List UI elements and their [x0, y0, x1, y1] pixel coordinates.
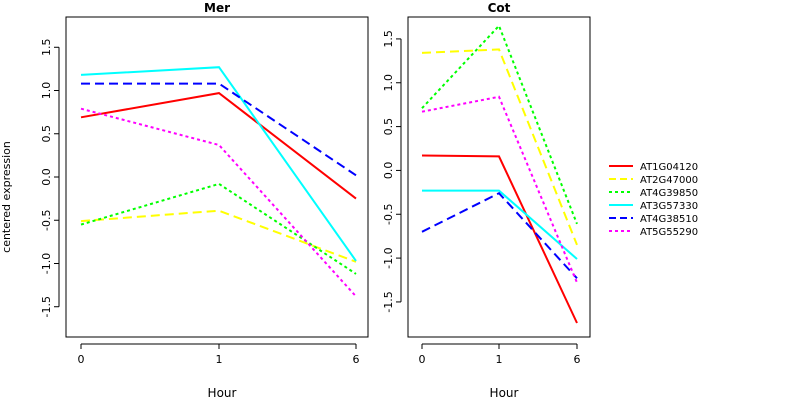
series-line-at5g55290: [421, 95, 578, 283]
x-tick-label: 0: [78, 353, 85, 366]
y-tick-label: -1.5: [382, 291, 395, 312]
y-tick-label: 0.5: [40, 125, 53, 143]
x-tick-label: 6: [353, 353, 360, 366]
y-tick-label: -0.5: [40, 210, 53, 231]
y-tick-label: 0.5: [382, 118, 395, 136]
legend-label: AT4G38510: [640, 214, 698, 225]
plot-frame: [65, 16, 369, 338]
series-line-at3g57330: [422, 189, 578, 260]
panel-title: Cot: [488, 1, 511, 15]
legend-label: AT5G55290: [640, 227, 698, 238]
legend: AT1G04120 AT2G47000 AT4G39850 AT3G57330 AT4G…: [609, 162, 698, 238]
x-axis-label: Hour: [208, 386, 237, 400]
y-tick-label: -1.0: [382, 247, 395, 268]
x-tick-label: 1: [216, 353, 223, 366]
series-line-at4g38510: [421, 191, 578, 279]
series-line-at2g47000: [421, 48, 578, 246]
y-tick-label: 1.5: [40, 39, 53, 57]
series-line-at4g39850: [421, 23, 578, 225]
y-tick-label: 0.0: [382, 162, 395, 180]
y-tick-label: 0.0: [40, 168, 53, 186]
y-tick-label: 1.0: [382, 74, 395, 92]
x-tick-label: 1: [496, 353, 503, 366]
y-tick-label: -1.0: [40, 253, 53, 274]
series-line-at1g04120: [421, 154, 578, 324]
panel-title: Mer: [204, 1, 230, 15]
panel-mer: Mer -1.5 -1.0 -0.5 0.0 0.5 1.0 1.5 0 1 6 Hour: [40, 1, 369, 400]
x-tick-label: 0: [419, 353, 426, 366]
legend-label: AT3G57330: [640, 201, 698, 212]
series-line-at4g39850: [80, 182, 357, 275]
y-axis-label: centered expression: [0, 141, 13, 253]
plot-frame: [407, 16, 591, 338]
panel-cot: Cot -1.5 -1.0 -0.5 0.0 0.5 1.0 1.5 0 1 6 Hour: [382, 1, 591, 400]
y-tick-label: 1.0: [40, 82, 53, 100]
legend-label: AT2G47000: [640, 175, 698, 186]
y-tick-label: -0.5: [382, 204, 395, 225]
legend-label: AT4G39850: [640, 188, 698, 199]
series-line-at5g55290: [80, 107, 357, 298]
y-tick-label: 1.5: [382, 30, 395, 48]
series-line-at2g47000: [80, 209, 357, 263]
x-axis-label: Hour: [490, 386, 519, 400]
legend-label: AT1G04120: [640, 162, 698, 173]
series-line-at1g04120: [80, 92, 357, 200]
x-tick-label: 6: [574, 353, 581, 366]
series-line-at4g38510: [81, 82, 357, 177]
y-tick-label: -1.5: [40, 296, 53, 317]
series-line-at3g57330: [80, 66, 357, 262]
